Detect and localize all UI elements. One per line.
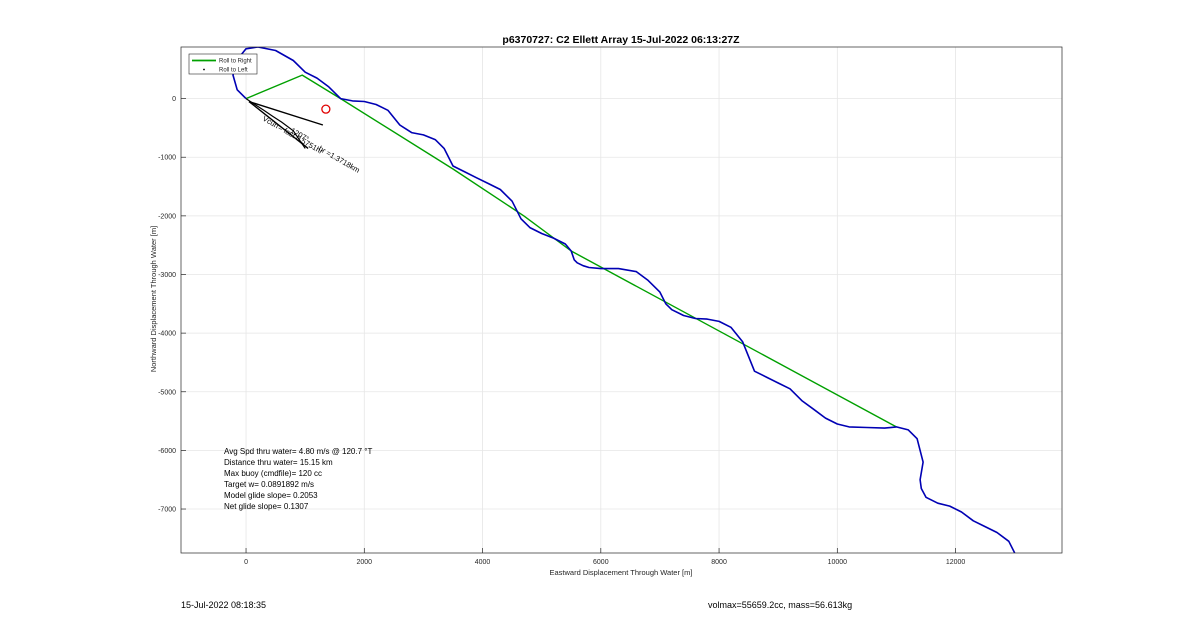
series-line-roll-to-left bbox=[245, 98, 306, 149]
annotation-line: Avg Spd thru water= 4.80 m/s @ 120.7 °T bbox=[224, 447, 372, 456]
x-tick-label: 4000 bbox=[475, 559, 491, 566]
legend: Roll to Right Roll to Left bbox=[188, 53, 258, 75]
current-vector bbox=[248, 100, 324, 126]
y-tick-label: -4000 bbox=[158, 331, 176, 338]
footer-timestamp: 15-Jul-2022 08:18:35 bbox=[181, 600, 267, 610]
x-axis-label: Eastward Displacement Through Water [m] bbox=[550, 568, 693, 577]
x-tick-label: 2000 bbox=[357, 559, 373, 566]
current-vector bbox=[248, 100, 309, 149]
series-line-track bbox=[232, 47, 1016, 553]
y-tick-label: -7000 bbox=[158, 507, 176, 514]
x-tick-label: 0 bbox=[244, 559, 248, 566]
legend-swatch-dot bbox=[203, 68, 205, 71]
plot-area bbox=[232, 47, 1016, 553]
grid-lines bbox=[181, 47, 1062, 553]
y-tick-label: -5000 bbox=[158, 389, 176, 396]
x-tick-label: 10000 bbox=[828, 559, 848, 566]
y-tick-label: -1000 bbox=[158, 155, 176, 162]
annotation-line: Distance thru water= 15.15 km bbox=[224, 458, 333, 467]
x-tick-label: 8000 bbox=[711, 559, 727, 566]
x-tick-label: 6000 bbox=[593, 559, 609, 566]
footer-mass-info: volmax=55659.2cc, mass=56.613kg bbox=[708, 600, 853, 610]
y-tick-label: 0 bbox=[172, 96, 176, 103]
y-tick-label: -6000 bbox=[158, 448, 176, 455]
legend-label: Roll to Right bbox=[219, 59, 252, 65]
chart-title: p6370727: C2 Ellett Array 15-Jul-2022 06… bbox=[502, 34, 740, 46]
x-tick-label: 12000 bbox=[946, 559, 966, 566]
y-axis-label: Northward Displacement Through Water [m] bbox=[149, 226, 158, 372]
axes-box bbox=[180, 46, 1063, 554]
legend-label: Roll to Left bbox=[219, 68, 248, 74]
annotation-line: Net glide slope= 0.1307 bbox=[224, 502, 309, 511]
tick-labels: 0 2000 4000 6000 8000 10000 12000 0 -1000 -2000 -3… bbox=[158, 96, 965, 566]
annotation-line: Max buoy (cmdfile)= 120 cc bbox=[224, 469, 322, 478]
legend-box bbox=[188, 53, 258, 75]
y-tick-label: -3000 bbox=[158, 272, 176, 279]
annotation-line: Target w= 0.0891892 m/s bbox=[224, 480, 314, 489]
target-circle bbox=[321, 104, 331, 114]
axes bbox=[180, 46, 1063, 554]
y-tick-label: -2000 bbox=[158, 213, 176, 220]
annotation-line: Model glide slope= 0.2053 bbox=[224, 491, 318, 500]
